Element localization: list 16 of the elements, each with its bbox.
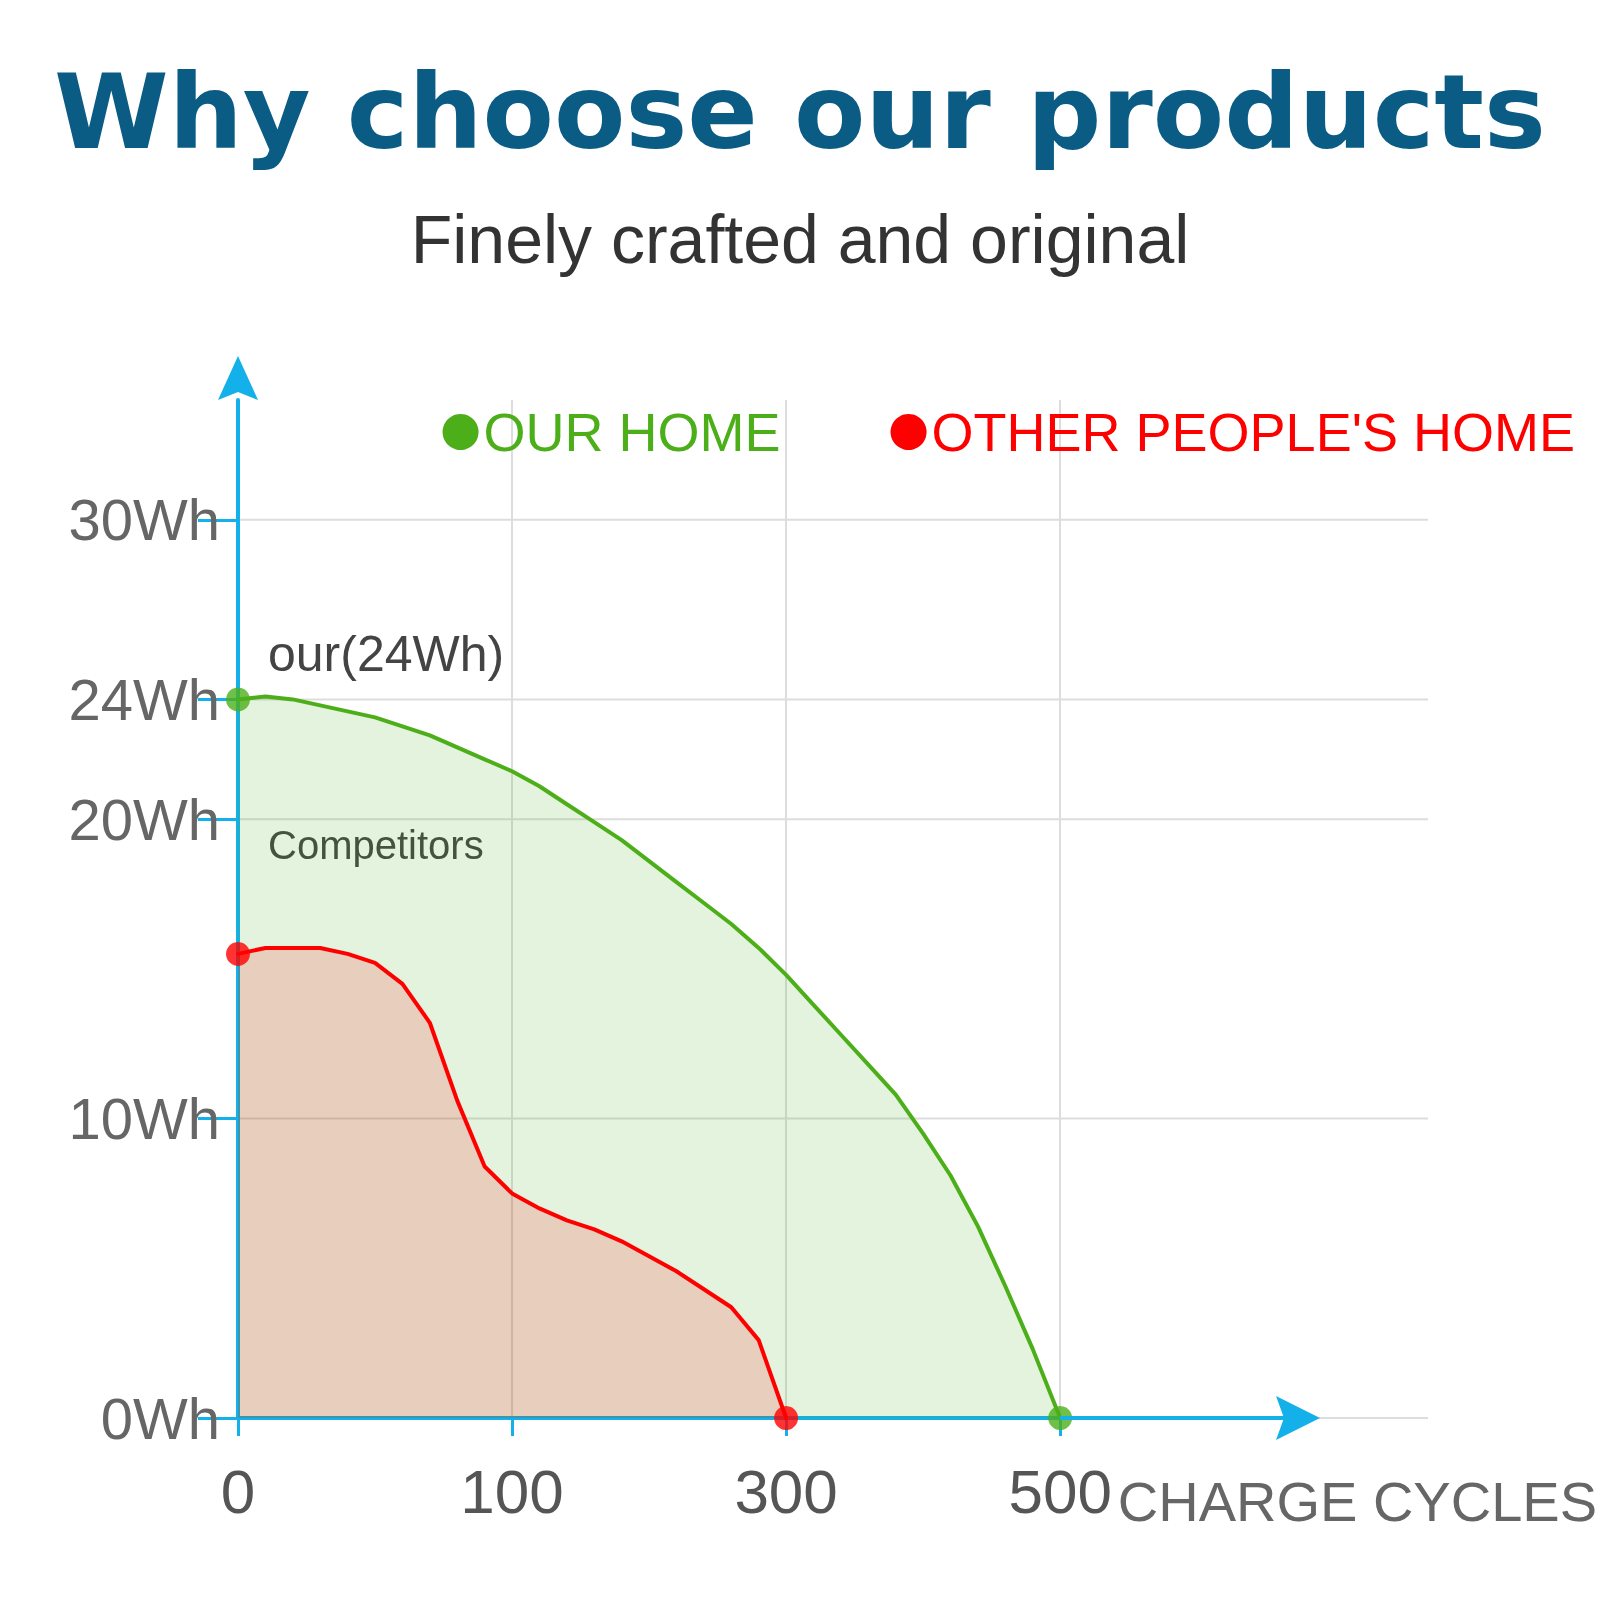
annotation: our(24Wh) (268, 626, 505, 683)
x-tick-label: 500 (1008, 1456, 1112, 1526)
chart-subtitle: Finely crafted and original (410, 201, 1190, 277)
y-tick-label: 20Wh (68, 786, 220, 852)
chart-title: Why choose our products (54, 51, 1546, 173)
x-tick-label: 100 (460, 1456, 564, 1526)
y-tick-label: 10Wh (68, 1086, 220, 1152)
x-tick-label: 0 (220, 1456, 256, 1526)
y-tick-label: 30Wh (68, 487, 220, 553)
y-tick-label: 24Wh (68, 666, 220, 732)
x-axis-title: CHARGE CYCLES (1117, 1469, 1598, 1533)
y-tick-label: 0Wh (100, 1385, 220, 1451)
x-tick-label: 300 (734, 1456, 838, 1526)
legend-label: OUR HOME (483, 402, 781, 462)
annotation: Competitors (268, 823, 484, 868)
legend-label: OTHER PEOPLE'S HOME (931, 402, 1576, 462)
